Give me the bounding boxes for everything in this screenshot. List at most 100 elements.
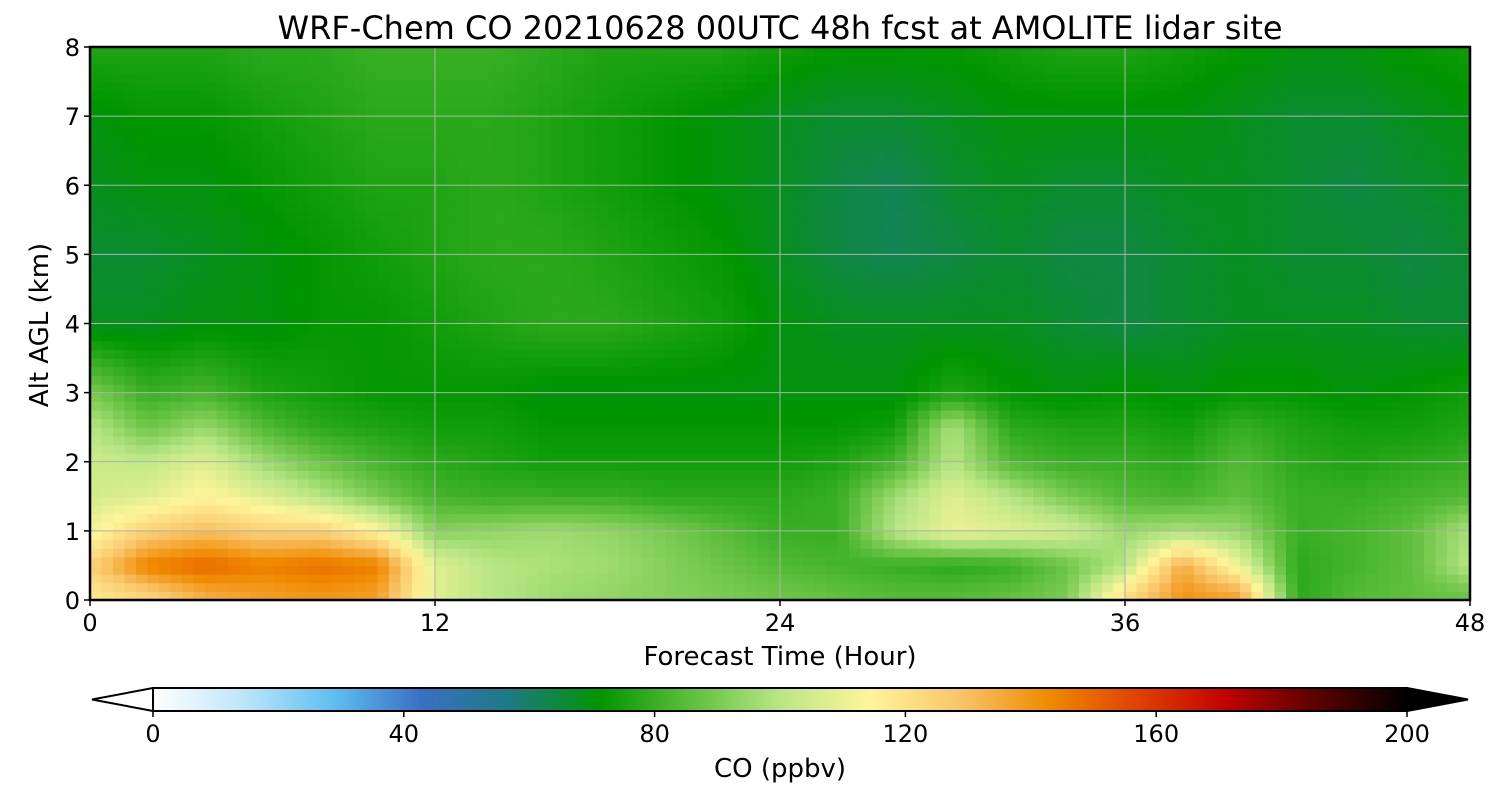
heatmap-cell [147,271,160,281]
heatmap-cell [964,401,977,411]
heatmap-cell [1056,548,1069,558]
heatmap-cell [711,556,724,567]
heatmap-cell [113,392,126,402]
heatmap-cell [1332,340,1345,351]
heatmap-cell [906,358,919,368]
heatmap-cell [1435,539,1448,549]
heatmap-cell [377,314,390,325]
heatmap-cell [653,392,666,402]
heatmap-cell [722,349,735,359]
heatmap-cell [159,461,172,471]
heatmap-cell [1286,427,1299,437]
heatmap-cell [665,375,678,385]
heatmap-cell [1148,461,1161,471]
heatmap-cell [883,323,896,333]
heatmap-cell [780,280,793,290]
heatmap-cell [1021,392,1034,402]
heatmap-cell [1148,288,1161,299]
heatmap-cell [929,245,942,255]
heatmap-cell [964,496,977,506]
heatmap-cell [274,392,287,402]
heatmap-cell [1148,418,1161,428]
heatmap-cell [642,539,655,549]
heatmap-cell [285,254,298,264]
heatmap-cell [538,427,551,437]
heatmap-cell [573,297,586,307]
heatmap-cell [1079,513,1092,523]
heatmap-cell [147,522,160,532]
heatmap-cell [1125,280,1138,290]
heatmap-cell [1458,427,1470,437]
heatmap-cell [1090,366,1103,376]
heatmap-cell [1332,435,1345,446]
heatmap-cell [1447,461,1460,471]
heatmap-cell [504,323,517,333]
heatmap-cell [1458,366,1470,376]
heatmap-cell [435,358,448,368]
heatmap-cell [1228,522,1241,532]
heatmap-cell [262,383,275,394]
heatmap-cell [1182,288,1195,299]
heatmap-cell [515,453,528,463]
heatmap-cell [849,383,862,394]
heatmap-cell [803,444,816,454]
heatmap-cell [458,323,471,333]
heatmap-cell [262,314,275,325]
heatmap-cell [481,263,494,273]
heatmap-cell [435,418,448,428]
heatmap-cell [676,271,689,281]
heatmap-cell [1389,280,1402,290]
heatmap-cell [320,565,333,575]
heatmap-cell [423,574,436,584]
heatmap-cell [423,435,436,446]
heatmap-cell [320,297,333,307]
heatmap-cell [757,591,770,600]
heatmap-cell [205,409,218,420]
heatmap-cell [1125,254,1138,264]
heatmap-cell [527,487,540,497]
heatmap-cell [964,470,977,480]
heatmap-cell [1056,349,1069,359]
heatmap-cell [1424,513,1437,523]
heatmap-cell [849,461,862,471]
heatmap-cell [1182,453,1195,463]
heatmap-cell [1079,340,1092,351]
heatmap-cell [308,409,321,420]
heatmap-cell [1067,401,1080,411]
heatmap-cell [1389,479,1402,489]
heatmap-cell [239,427,252,437]
heatmap-cell [205,245,218,255]
heatmap-cell [527,470,540,480]
heatmap-cell [274,522,287,532]
heatmap-cell [297,522,310,532]
heatmap-cell [1274,263,1287,273]
heatmap-cell [872,245,885,255]
heatmap-cell [630,297,643,307]
heatmap-cell [1159,548,1172,558]
heatmap-cell [653,479,666,489]
heatmap-cell [872,522,885,532]
heatmap-cell [1297,254,1310,264]
heatmap-cell [193,392,206,402]
heatmap-cell [297,271,310,281]
heatmap-cell [251,314,264,325]
heatmap-cell [469,409,482,420]
heatmap-cell [1424,306,1437,316]
heatmap-cell [366,487,379,497]
heatmap-cell [1102,539,1115,549]
heatmap-cell [1067,548,1080,558]
heatmap-cell [699,591,712,600]
heatmap-cell [964,280,977,290]
heatmap-cell [182,306,195,316]
heatmap-cell [883,306,896,316]
heatmap-cell [814,366,827,376]
heatmap-cell [1113,392,1126,402]
heatmap-cell [584,323,597,333]
heatmap-cell [1240,323,1253,333]
heatmap-cell [1217,427,1230,437]
heatmap-cell [550,383,563,394]
heatmap-cell [860,332,873,342]
heatmap-cell [124,470,137,480]
heatmap-cell [136,366,149,376]
heatmap-cell [262,427,275,437]
